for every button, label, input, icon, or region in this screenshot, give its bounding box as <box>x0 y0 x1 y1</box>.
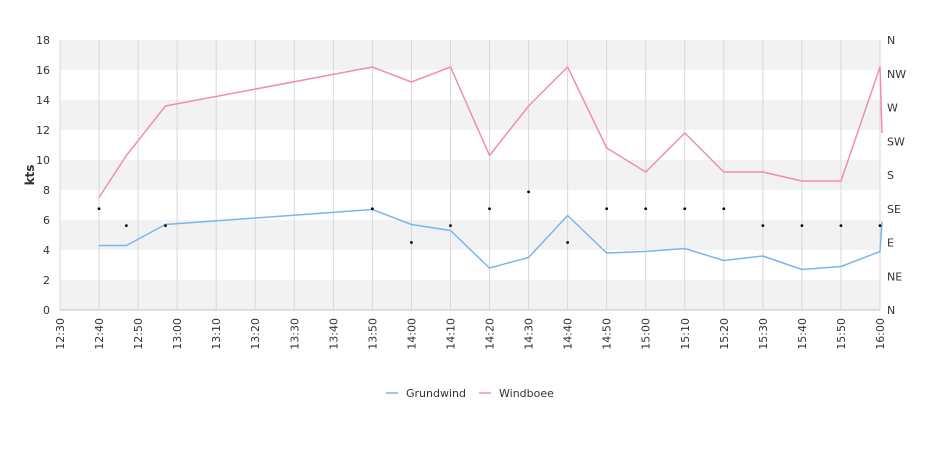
x-tick-label: 15:20 <box>718 318 731 350</box>
plot-band <box>60 70 880 100</box>
direction-point <box>566 241 570 244</box>
y-tick-label: 16 <box>36 64 50 77</box>
x-tick-label: 15:10 <box>679 318 692 350</box>
plot-band <box>60 100 880 130</box>
legend-label: Windboee <box>499 387 554 400</box>
x-tick-label: 14:40 <box>562 318 575 350</box>
direction-point <box>761 224 765 228</box>
right-tick-label: W <box>887 102 898 115</box>
direction-point <box>605 207 609 211</box>
y-tick-label: 0 <box>43 304 50 317</box>
right-tick-label: E <box>887 237 894 250</box>
vertical-gridlines <box>59 40 881 311</box>
plot-bands <box>60 40 880 310</box>
legend-item: Grundwind <box>386 387 466 400</box>
right-tick-label: SW <box>887 135 905 148</box>
x-tick-label: 13:30 <box>288 318 301 350</box>
direction-point <box>124 224 128 228</box>
direction-point <box>164 224 167 228</box>
y-tick-label: 8 <box>43 184 50 197</box>
x-tick-label: 14:20 <box>484 318 497 350</box>
y-tick-label: 2 <box>43 274 50 287</box>
plot-band <box>60 160 880 190</box>
direction-point <box>644 207 648 211</box>
right-tick-label: N <box>887 304 895 317</box>
x-axis-tick-labels: 12:30 12:40 12:50 13:00 13:10 13:20 13:30 13:40… <box>54 318 887 350</box>
series-lines <box>98 66 883 271</box>
right-tick-label: NE <box>887 270 902 283</box>
y-axis-title: kts <box>23 165 37 186</box>
y-tick-label: 6 <box>43 214 50 227</box>
legend-item: Windboee <box>479 387 554 400</box>
right-tick-label: S <box>887 169 894 182</box>
x-tick-label: 12:50 <box>132 318 145 350</box>
direction-points <box>97 190 882 244</box>
plot-band <box>60 280 880 310</box>
x-tick-label: 13:00 <box>171 318 184 350</box>
direction-point <box>839 224 843 228</box>
direction-point <box>683 207 687 211</box>
right-tick-label: SE <box>887 203 901 216</box>
right-tick-label: NW <box>887 68 906 81</box>
plot-band <box>60 220 880 250</box>
x-tick-label: 14:10 <box>444 318 457 350</box>
x-tick-label: 15:30 <box>757 318 770 350</box>
y-tick-label: 10 <box>36 154 50 167</box>
direction-point <box>410 241 413 244</box>
direction-point <box>449 224 452 228</box>
direction-point <box>370 207 374 211</box>
x-tick-label: 14:30 <box>523 318 536 350</box>
x-tick-label: 14:50 <box>601 318 614 350</box>
direction-point <box>800 224 804 228</box>
plot-band <box>60 130 880 160</box>
legend: Grundwind Windboee <box>386 387 554 400</box>
x-tick-label: 13:20 <box>249 318 262 350</box>
series-line-windboee <box>98 66 883 198</box>
y-tick-label: 12 <box>36 124 50 137</box>
direction-point <box>488 207 491 211</box>
right-axis-tick-labels: N NE E SE S SW W NW N <box>887 34 906 317</box>
x-tick-label: 13:10 <box>210 318 223 350</box>
direction-point <box>97 207 101 211</box>
x-tick-label: 16:00 <box>874 318 887 350</box>
x-tick-label: 13:50 <box>366 318 379 350</box>
y-axis-tick-labels: 0 2 4 6 8 10 12 14 16 18 <box>36 34 50 317</box>
x-tick-label: 15:50 <box>835 318 848 350</box>
right-tick-label: N <box>887 34 895 47</box>
x-tick-label: 15:40 <box>796 318 809 350</box>
plot-band <box>60 190 880 220</box>
series-line-grundwind <box>99 208 883 271</box>
direction-point <box>878 224 882 228</box>
x-tick-label: 13:40 <box>327 318 340 350</box>
y-tick-label: 4 <box>43 244 50 257</box>
direction-point <box>722 207 726 211</box>
y-tick-label: 14 <box>36 94 50 107</box>
x-tick-label: 15:00 <box>640 318 653 350</box>
direction-point <box>527 190 530 194</box>
plot-band <box>60 40 880 70</box>
x-tick-label: 12:30 <box>54 318 67 350</box>
plot-band <box>60 250 880 280</box>
x-tick-label: 12:40 <box>93 318 106 350</box>
y-tick-label: 18 <box>36 34 50 47</box>
legend-label: Grundwind <box>406 387 466 400</box>
x-tick-label: 14:00 <box>405 318 418 350</box>
